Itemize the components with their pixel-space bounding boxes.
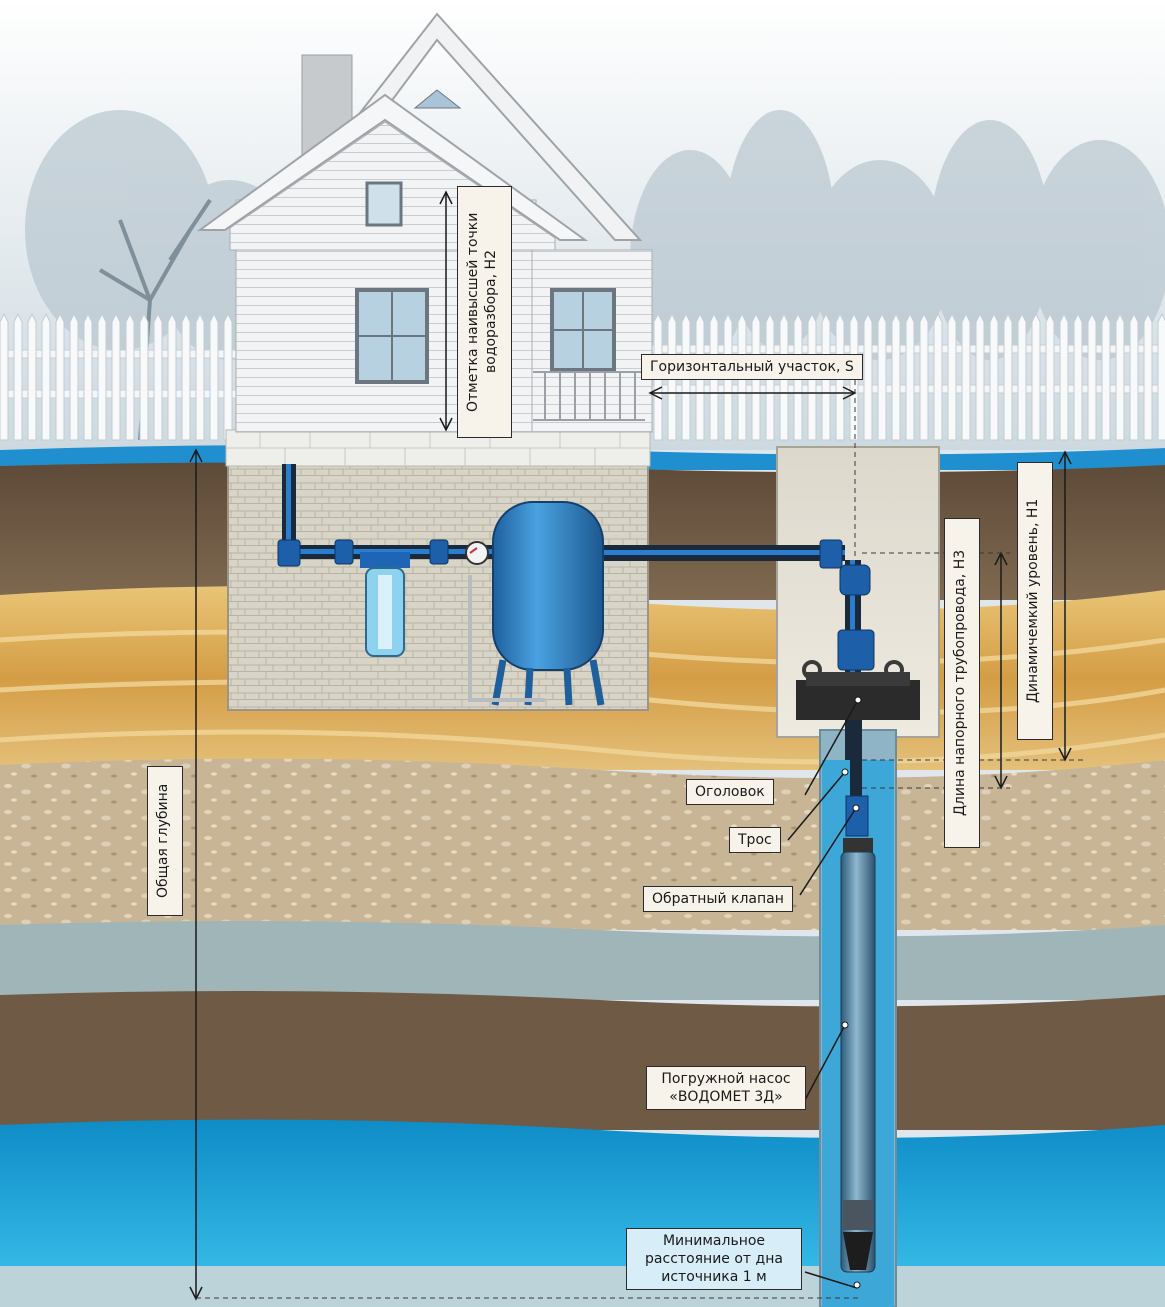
dimension-lines [189,190,1072,1301]
min-distance-label: Минимальное расстояние от дна источника … [626,1228,802,1290]
fence-picket [1101,312,1111,441]
fence-picket [69,312,79,441]
min-distance-line3: источника 1 м [661,1269,767,1285]
fence-picket [111,312,121,441]
cable-label: Трос [729,827,781,853]
fence-picket [989,312,999,441]
fence-picket [919,312,929,441]
fence-picket [1143,312,1153,441]
pressure-tank [465,501,605,706]
fence-picket [933,312,943,441]
fence-picket [891,312,901,441]
pipe-length-label: Длина напорного трубопровода, Н3 [944,518,980,848]
fence-picket [947,312,957,441]
fence-picket [1059,312,1069,441]
attic-window [413,89,462,109]
pump-label-line1: Погружной насос [661,1071,791,1087]
fence-picket [0,312,9,441]
fence-picket [41,312,51,441]
foundation-stones [226,430,650,466]
fence-picket [55,312,65,441]
fence-picket [167,312,177,441]
fence-picket [1115,312,1125,441]
fence-picket [1073,312,1083,441]
fence-picket [13,312,23,441]
fence-picket [877,312,887,441]
highest-point-label: Отметка наивысшей точки водоразбора, Н2 [457,186,512,438]
fence-picket [1157,312,1165,441]
fence-picket [975,312,985,441]
pointer-dots [841,696,862,1289]
porch-railing [533,371,645,421]
pipe-fittings [277,539,875,671]
submersible-pump [840,720,876,1273]
fence-picket [1003,312,1013,441]
fence-picket [83,312,93,441]
check-valve-label: Обратный клапан [643,886,793,912]
fence-picket [863,312,873,441]
fence-picket [153,312,163,441]
fence-picket [1045,312,1055,441]
min-distance-line1: Минимальное [662,1233,766,1249]
aquifer-layer [0,1119,1165,1270]
front-gable-roof [196,93,589,241]
horizontal-section-label: Горизонтальный участок, S [641,354,863,380]
fence-picket [905,312,915,441]
fence-picket [1087,312,1097,441]
total-depth-label: Общая глубина [147,766,183,916]
fence-picket [1031,312,1041,441]
fence-picket [195,312,205,441]
water-filter [360,552,410,657]
fence-picket [97,312,107,441]
fence-picket [209,312,219,441]
basement [227,461,649,711]
highest-point-label-line1: Отметка наивысшей точки [465,212,481,412]
fence-picket [223,312,233,441]
dynamic-level-label: Динамичемкий уровень, Н1 [1017,462,1053,740]
gable-window [365,181,403,227]
well-head-label: Оголовок [686,779,774,805]
fence-picket [1017,312,1027,441]
bedrock-layer [0,1266,1165,1307]
min-distance-line2: расстояние от дна [645,1251,783,1267]
pump-label: Погружной насос «ВОДОМЕТ 3Д» [646,1066,806,1110]
fence-picket [139,312,149,441]
bare-tree [98,198,212,441]
clay-layer [0,991,1165,1130]
fence-picket [27,312,37,441]
grey-transition [0,921,1165,1000]
fence-picket [125,312,135,441]
highest-point-label-line2: водоразбора, Н2 [483,250,499,374]
pump-label-line2: «ВОДОМЕТ 3Д» [669,1089,783,1105]
fence-picket [181,312,191,441]
fence-picket [1129,312,1139,441]
fence-picket [961,312,971,441]
